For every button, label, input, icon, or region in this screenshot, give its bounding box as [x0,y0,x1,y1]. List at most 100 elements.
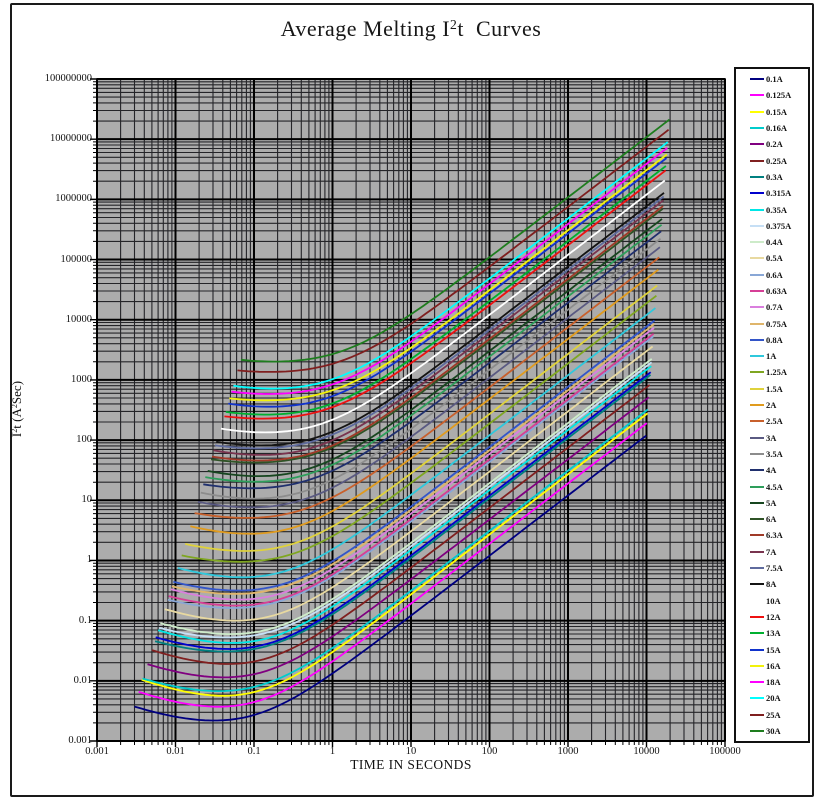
curve-10A [220,179,666,434]
legend-swatch [750,387,764,390]
legend-swatch [750,404,764,407]
legend-swatch [750,452,764,455]
curve-3.5A [200,237,662,500]
legend-label: 0.7A [766,302,783,313]
legend-swatch [750,534,764,537]
curve-0.16A [142,408,649,692]
curve-0.15A [141,412,649,697]
legend-swatch [750,257,764,260]
curve-0.4A [160,358,653,635]
curve-8A [216,192,665,447]
legend-label: 10A [766,595,781,606]
axis-ticks-minor [93,81,722,745]
legend-label: 2.5A [766,416,783,427]
legend-item: 4A [736,462,808,478]
y-axis-title-sup-1: 2 [9,428,19,433]
legend-label: 3.5A [766,448,783,459]
legend-item: 2A [736,397,808,413]
legend-item: 0.375A [736,218,808,234]
legend-swatch [750,371,764,374]
legend-label: 0.35A [766,204,788,215]
y-axis-title: I2t (A2Sec) [9,334,27,484]
legend-item: 3.5A [736,446,808,462]
legend-swatch [750,681,764,684]
curve-0.315A [155,371,652,650]
y-axis-title-text-3: Sec) [9,380,24,405]
legend-item: 0.1A [736,71,808,87]
curve-1.5A [185,284,658,552]
chart-title-text-2: t Curves [457,16,542,41]
legend-item: 4.5A [736,478,808,494]
curve-0.3A [154,374,652,653]
legend-label: 18A [766,677,781,688]
legend-swatch [750,632,764,635]
legend-swatch [750,567,764,570]
legend-label: 7.5A [766,563,783,574]
legend-label: 30A [766,726,781,737]
legend-item: 0.125A [736,87,808,103]
curve-1.25A [181,294,657,563]
legend-item: 1.5A [736,381,808,397]
legend-swatch [750,599,764,602]
legend-item: 6A [736,511,808,527]
legend-item: 0.6A [736,267,808,283]
legend-label: 0.3A [766,171,783,182]
legend-label: 8A [766,579,777,590]
legend-label: 6A [766,514,777,525]
legend-swatch [750,175,764,178]
curve-4A [203,230,662,490]
legend-item: 30A [736,723,808,739]
legend-label: 0.6A [766,269,783,280]
legend-swatch [750,290,764,292]
legend-item: 20A [736,690,808,706]
legend-swatch [750,322,764,325]
legend-item: 2.5A [736,413,808,429]
curve-20A [233,141,669,390]
curve-5A [207,218,663,477]
curve-0.6A [167,335,654,609]
legend-swatch [750,664,764,667]
legend-label: 16A [766,660,781,671]
legend-swatch [750,192,764,195]
legend-label: 13A [766,628,781,639]
legend-label: 0.16A [766,123,788,134]
legend-item: 12A [736,609,808,625]
legend-label: 0.15A [766,106,788,117]
legend-swatch [750,159,764,162]
legend-item: 1A [736,348,808,364]
curve-18A [231,147,668,395]
legend-swatch [750,338,764,341]
curve-7.5A [214,195,665,450]
legend-swatch [750,224,764,227]
y-axis-title-sup-2: 2 [9,404,19,409]
legend-item: 0.5A [736,250,808,266]
curve-2A [190,268,659,535]
curve-13A [225,165,667,416]
legend-item: 0.8A [736,332,808,348]
legend-swatch [750,615,764,618]
legend-item: 13A [736,625,808,641]
curve-0.1A [134,434,647,722]
curve-0.8A [173,319,656,592]
curve-0.63A [168,332,655,607]
legend-label: 15A [766,644,781,655]
legend-label: 4A [766,465,777,476]
legend-label: 0.5A [766,253,783,264]
legend-item: 0.35A [736,201,808,217]
legend-item: 18A [736,674,808,690]
legend-swatch [750,355,764,358]
legend-label: 25A [766,709,781,720]
curve-0.25A [151,384,651,665]
legend-swatch [750,241,764,244]
legend: 0.1A 0.125A 0.15A 0.16A 0.2A 0.25A 0.3A 0.315A 0… [734,67,810,743]
curve-0.75A [171,323,655,595]
curve-6A [210,208,664,464]
legend-swatch [750,713,764,716]
chart-title: Average Melting I2t Curves [97,16,725,42]
curve-25A [237,128,670,373]
legend-label: 20A [766,693,781,704]
legend-swatch [750,648,764,651]
curve-16A [229,153,668,402]
